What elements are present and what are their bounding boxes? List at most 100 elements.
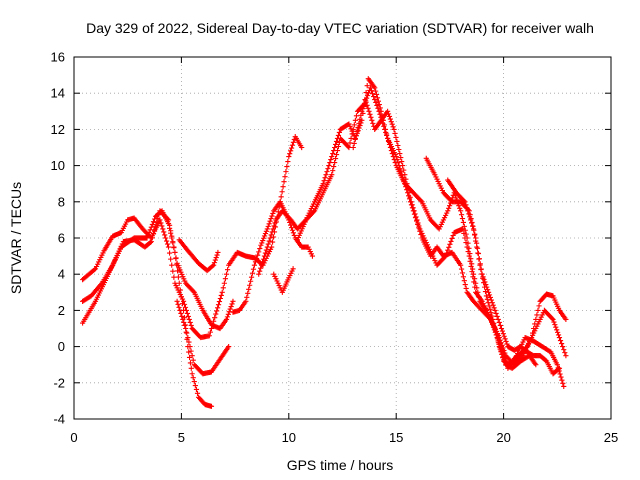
data-point [476, 294, 482, 300]
data-point [207, 329, 213, 335]
data-point [263, 228, 269, 234]
data-point [359, 108, 365, 114]
data-point [184, 310, 190, 317]
data-point [116, 248, 122, 254]
data-point [442, 254, 448, 260]
data-point [458, 262, 464, 268]
data-point [281, 179, 287, 185]
data-point [385, 138, 392, 145]
data-point [244, 294, 250, 300]
data-point [332, 155, 339, 162]
data-point [357, 116, 363, 122]
data-point [190, 375, 196, 381]
data-point [256, 249, 262, 255]
data-point [320, 181, 326, 187]
data-point [336, 129, 342, 136]
data-point [361, 103, 367, 109]
data-point [449, 235, 455, 242]
y-tick-label: 4 [58, 267, 65, 282]
data-point [111, 260, 117, 266]
data-point [390, 124, 396, 130]
data-point [477, 262, 483, 268]
series-track-2 [79, 208, 236, 332]
data-point [368, 114, 374, 120]
data-point [411, 208, 417, 214]
data-point [283, 169, 289, 175]
data-point [395, 142, 401, 149]
data-point [213, 311, 219, 317]
series-track-12 [445, 177, 539, 371]
data-point [487, 306, 493, 312]
data-point [476, 256, 482, 262]
data-point [551, 319, 557, 325]
data-point [501, 333, 507, 339]
data-point [465, 208, 471, 214]
data-point [156, 212, 162, 218]
data-point [147, 239, 154, 245]
data-point [288, 225, 295, 231]
data-point [377, 111, 383, 117]
data-point [266, 238, 272, 244]
data-point [552, 322, 558, 328]
data-point [289, 227, 296, 233]
data-point [472, 232, 478, 238]
data-point [214, 252, 220, 258]
data-point [157, 217, 163, 223]
data-point [183, 307, 190, 313]
data-point [490, 316, 496, 323]
series-track-7 [271, 266, 296, 295]
data-point [555, 366, 562, 372]
data-point [351, 122, 357, 128]
data-point [288, 145, 295, 151]
y-axis-label: SDTVAR / TECUs [8, 182, 24, 294]
data-point [290, 139, 297, 145]
data-point [280, 184, 286, 190]
data-point [483, 293, 490, 299]
data-point [478, 266, 484, 273]
data-point [550, 316, 556, 323]
data-point [289, 142, 296, 148]
data-point [394, 138, 400, 145]
data-point [388, 119, 394, 125]
data-point [158, 220, 164, 226]
data-point [445, 247, 451, 253]
data-point [353, 113, 360, 119]
data-point [364, 83, 370, 89]
data-point [467, 214, 473, 220]
data-point [386, 113, 393, 120]
data-point [329, 153, 335, 160]
data-point [352, 136, 358, 143]
data-point [561, 383, 567, 390]
y-tick-label: 16 [51, 50, 65, 65]
data-point [332, 144, 338, 151]
data-point [399, 158, 405, 165]
data-point [148, 224, 154, 230]
data-point [413, 214, 419, 220]
data-point [365, 105, 371, 111]
data-point [499, 328, 505, 334]
data-point [486, 292, 493, 298]
data-point [211, 318, 217, 324]
data-point [165, 217, 172, 223]
data-point [336, 139, 342, 146]
data-point [268, 232, 274, 238]
data-point [498, 325, 505, 332]
data-point [391, 156, 397, 163]
y-tick-label: 12 [51, 122, 65, 137]
data-point [286, 153, 292, 160]
data-point [190, 288, 196, 294]
data-point [469, 261, 475, 267]
data-point [470, 271, 477, 277]
data-point [387, 144, 394, 151]
data-point [459, 216, 466, 222]
data-point [310, 209, 317, 215]
data-point [461, 198, 467, 204]
data-point [290, 266, 296, 272]
data-point [110, 262, 116, 268]
data-point [162, 232, 168, 238]
data-point [385, 111, 392, 117]
data-point [213, 254, 219, 261]
data-point [350, 126, 356, 132]
data-point [215, 249, 221, 256]
data-point [493, 328, 499, 334]
